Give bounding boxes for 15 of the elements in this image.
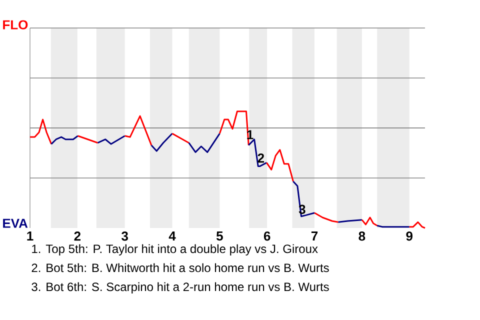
- text: 2. Bot 5th: B. Whitworth hit a solo home run vs B. Wurts: [32, 263, 329, 272]
- x-tick-label: 1: [27, 232, 34, 240]
- x-tick-label: 7: [311, 232, 318, 240]
- text: FLO: [3, 20, 28, 30]
- text: 3. Bot 6th: S. Scarpino hit a 2-run home run vs B. Wurts: [32, 282, 329, 294]
- x-tick-label: 8: [358, 232, 366, 241]
- text: 1. Top 5th: P. Taylor hit into a double play vs J. Giroux: [32, 244, 318, 256]
- x-tick-label: 5: [216, 232, 223, 241]
- x-tick-label: 6: [264, 232, 270, 241]
- x-tick-label: 9: [406, 232, 412, 241]
- text: EVA: [3, 218, 28, 228]
- x-tick-label: 3: [122, 232, 128, 241]
- annotation: 2: [258, 153, 264, 163]
- x-tick-label: 4: [168, 232, 176, 240]
- x-tick-label: 2: [74, 232, 81, 241]
